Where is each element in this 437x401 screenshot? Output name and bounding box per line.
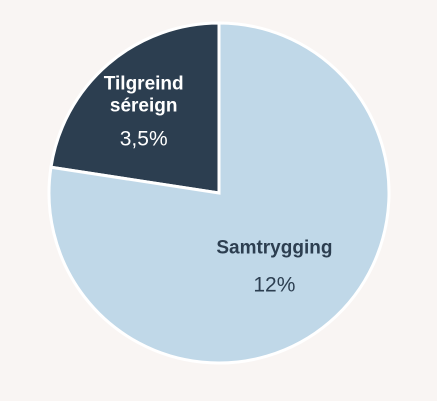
pie-slice-1	[47, 21, 391, 365]
slice-0-value-label: 3,5%	[120, 127, 168, 150]
slice-0-name-line-0: Tilgreind	[104, 73, 184, 94]
pie-slices	[47, 21, 391, 365]
slice-0-name-line-1: séreign	[110, 95, 178, 116]
slice-1-value-label: 12%	[253, 274, 295, 297]
pie-slice-0	[49, 21, 221, 195]
slice-1-name-line-0: Samtrygging	[216, 238, 332, 259]
